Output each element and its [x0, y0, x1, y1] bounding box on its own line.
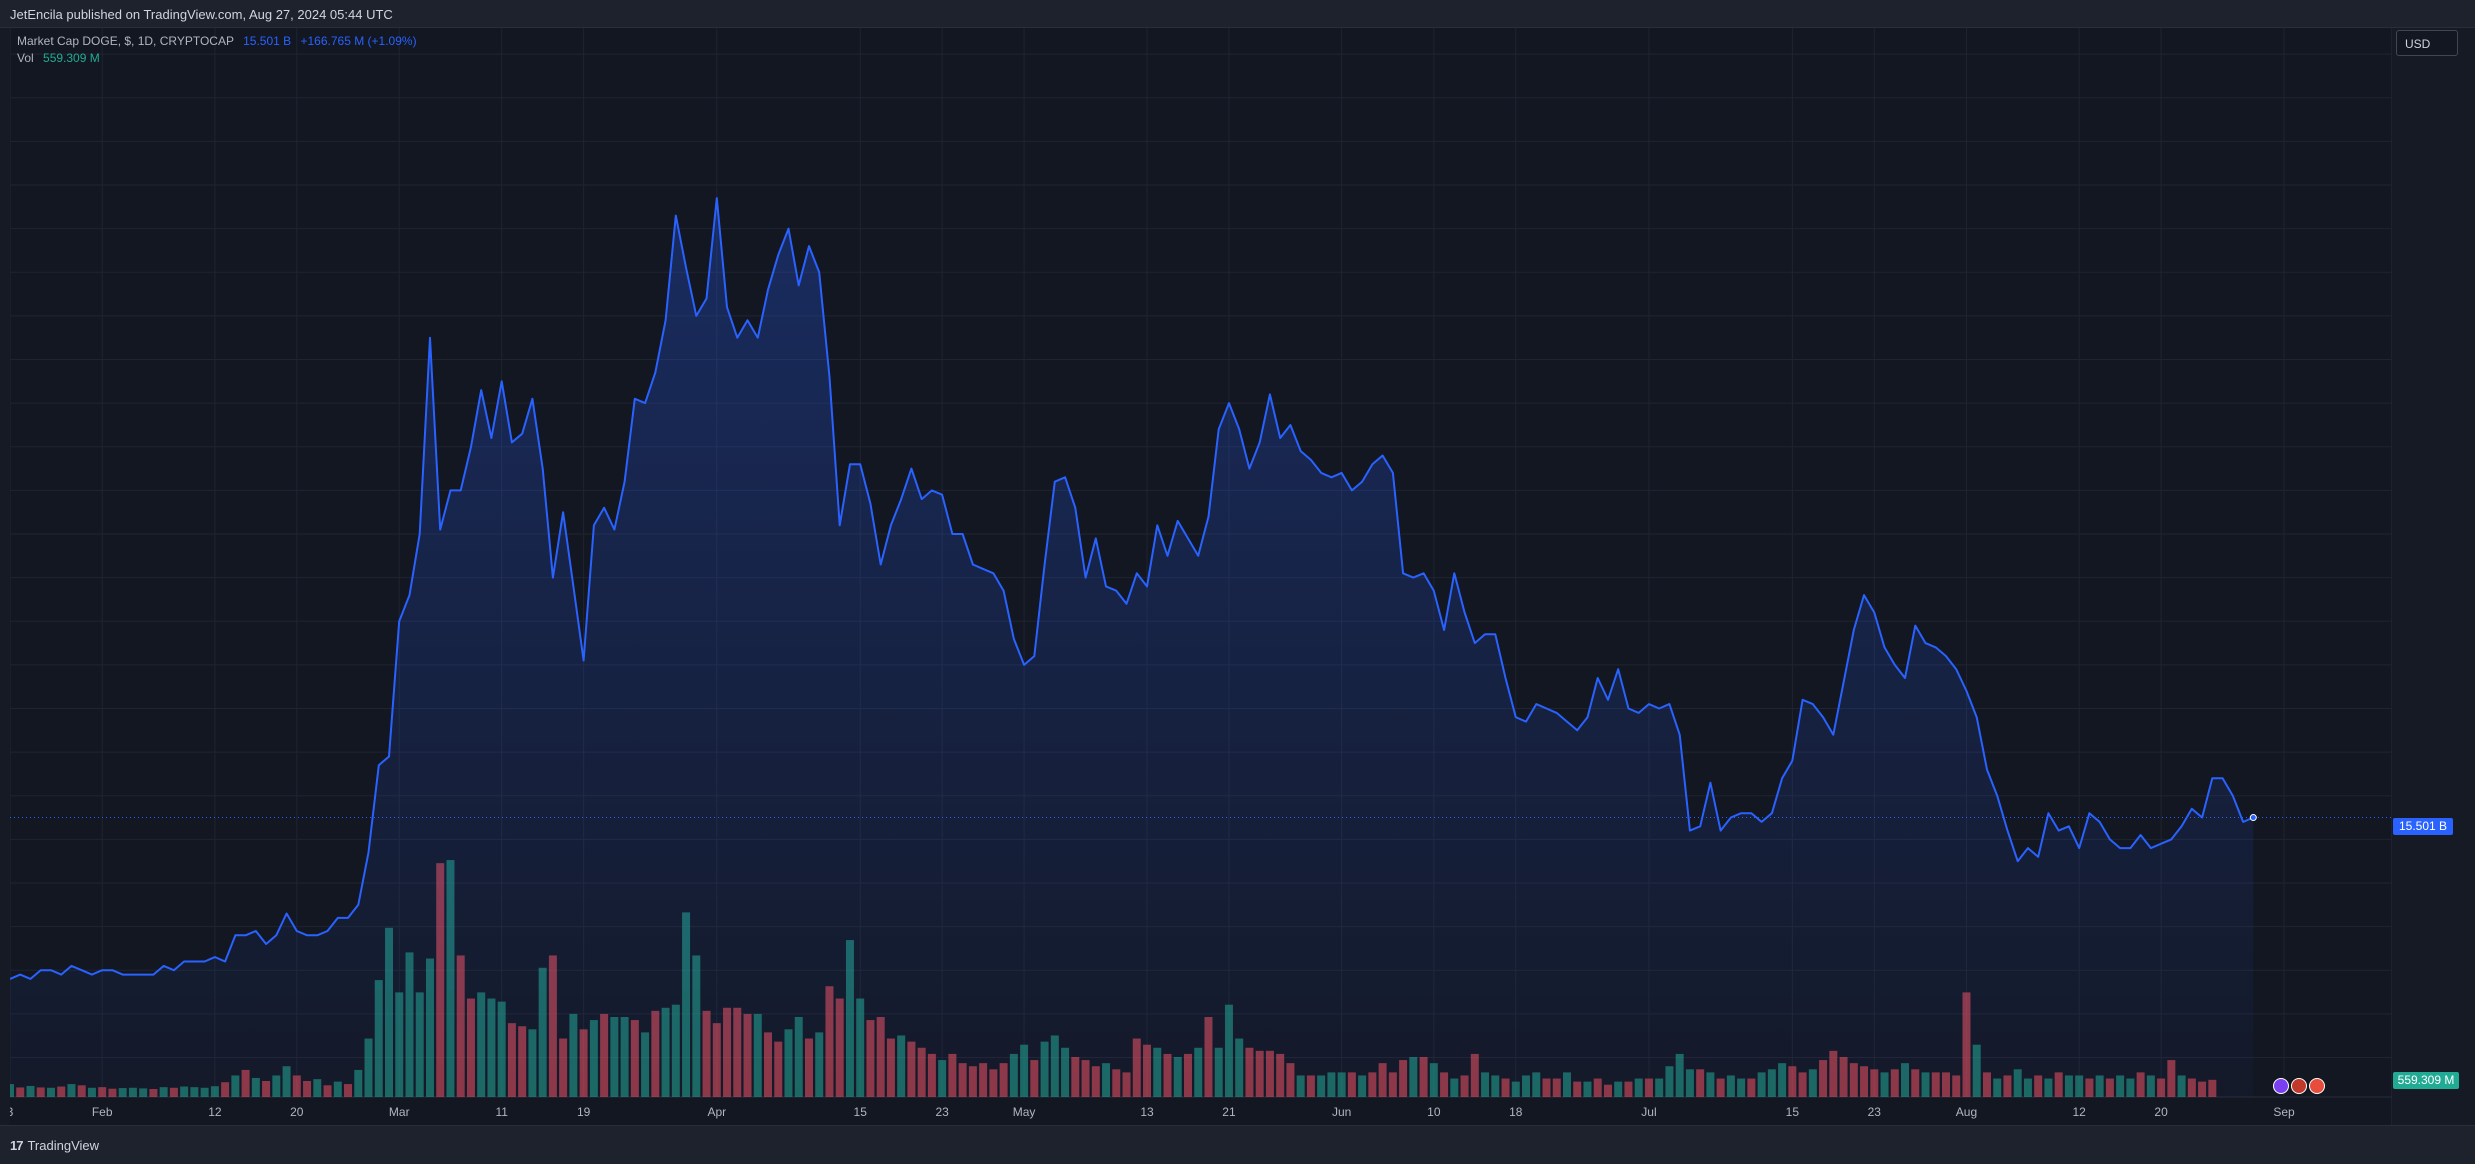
x-tick-label: Sep [2273, 1105, 2295, 1119]
x-tick-label: 23 [935, 1105, 949, 1119]
chart-legend: Market Cap DOGE, $, 1D, CRYPTOCAP 15.501… [17, 33, 417, 67]
tradingview-logo-icon: 17 [10, 1138, 24, 1153]
x-tick-label: 12 [2072, 1105, 2086, 1119]
tradingview-brand[interactable]: 17 TradingView [10, 1138, 99, 1153]
x-tick-label: 23 [1868, 1105, 1882, 1119]
x-tick-label: 11 [495, 1105, 508, 1119]
legend-title: Market Cap DOGE, $, 1D, CRYPTOCAP [17, 34, 234, 48]
x-tick-label: 19 [577, 1105, 591, 1119]
legend-volume-row: Vol 559.309 M [17, 50, 417, 67]
x-tick-label: Jun [1332, 1105, 1351, 1119]
last-volume-badge: 559.309 M [2393, 1072, 2459, 1089]
x-tick-label: 18 [1509, 1105, 1523, 1119]
x-tick-label: May [1013, 1105, 1036, 1119]
x-tick-label: 15 [1786, 1105, 1800, 1119]
event-icons[interactable] [2273, 1078, 2325, 1094]
legend-vol-label: Vol [17, 51, 34, 65]
price-line [10, 197, 2254, 980]
x-tick-label: Apr [707, 1105, 726, 1119]
last-price-badge: 15.501 B [2393, 818, 2453, 835]
x-tick-label: 13 [1140, 1105, 1154, 1119]
x-tick-label: 12 [208, 1105, 222, 1119]
legend-main-row: Market Cap DOGE, $, 1D, CRYPTOCAP 15.501… [17, 33, 417, 50]
price-line-layer [10, 197, 2392, 980]
x-tick-label: Mar [389, 1105, 410, 1119]
last-price-dot [2249, 814, 2257, 822]
legend-vol-value: 559.309 M [43, 51, 100, 65]
x-tick-label: Feb [92, 1105, 113, 1119]
chart-svg[interactable]: 10B11B12B13B14B15B16B17B18B19B20B21B22B2… [10, 28, 2392, 1125]
x-tick-label: 20 [2154, 1105, 2168, 1119]
x-tick-label: 15 [854, 1105, 868, 1119]
x-tick-label: 20 [290, 1105, 304, 1119]
area-fill [10, 198, 2254, 1098]
x-tick-label: 3 [10, 1105, 14, 1119]
event-flag-icon[interactable] [2291, 1078, 2307, 1094]
chart-area[interactable]: 10B11B12B13B14B15B16B17B18B19B20B21B22B2… [10, 28, 2392, 1125]
legend-price: 15.501 B [243, 34, 292, 48]
bottom-bar: 17 TradingView [0, 1125, 2475, 1164]
event-lightning-icon[interactable] [2273, 1078, 2289, 1094]
time-axis[interactable]: 3 Feb 12 20 Mar 11 19 Apr 15 23 May 13 21 Jun 10 18 Jul 1… [10, 1105, 2295, 1119]
top-bar: JetEncila published on TradingView.com, … [0, 0, 2475, 28]
published-info: JetEncila published on TradingView.com, … [10, 7, 393, 22]
price-area [10, 198, 2254, 1098]
legend-change: +166.765 M (+1.09%) [300, 34, 417, 48]
x-tick-label: Aug [1956, 1105, 1977, 1119]
x-tick-label: 21 [1222, 1105, 1236, 1119]
x-tick-label: Jul [1641, 1105, 1656, 1119]
brand-text: TradingView [27, 1138, 100, 1153]
x-tick-label: 10 [1427, 1105, 1441, 1119]
event-flag-icon[interactable] [2309, 1078, 2325, 1094]
currency-selector[interactable]: USD [2396, 30, 2458, 56]
